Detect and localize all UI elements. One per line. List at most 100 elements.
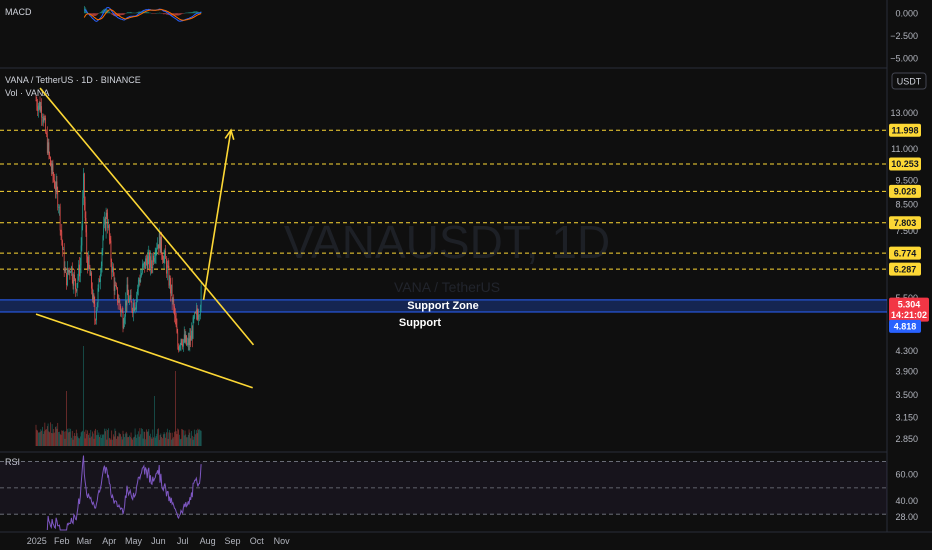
symbol-title[interactable]: VANA / TetherUS · 1D · BINANCE [5,75,141,85]
candle-body [182,343,183,347]
volume-bar [105,428,107,446]
volume-title[interactable]: Vol · VANA [5,88,49,98]
support-zone-label: Support Zone [407,300,479,312]
volume-bar [145,439,146,446]
macd-histogram-bar [90,13,92,15]
macd-histogram-bar [91,13,92,16]
candle-body [190,335,192,341]
volume-bar [39,431,41,446]
candle-body [72,280,74,286]
macd-histogram-bar [92,13,93,16]
candle-body [144,261,146,269]
macd-histogram-bar [122,13,124,15]
volume-bar [74,433,76,446]
macd-histogram-bar [161,13,163,14]
candle-body [79,264,80,277]
candle-body [113,275,115,291]
volume-bar [71,430,73,446]
level-badge [889,123,921,137]
macd-histogram-bar [183,13,185,14]
candle-body [108,225,109,229]
candle-body [100,274,101,282]
volume-bar [125,431,127,446]
volume-bar [184,430,186,446]
candle-body [111,261,113,273]
candle-body [154,257,155,262]
candle-body [141,272,142,276]
volume-bar [57,422,59,446]
volume-bar [51,424,53,446]
candle-body [35,100,37,101]
price-tick-label: 3.150 [895,413,918,423]
price-tick-label: 4.300 [895,346,918,356]
volume-bar [75,429,77,446]
volume-bar [95,428,96,446]
current-price-label: 5.304 [898,300,921,310]
candle-body [54,180,55,188]
support-price-badge [889,319,921,333]
candle-body [129,294,131,299]
volume-bar [144,431,146,446]
volume-bar [114,428,116,446]
volume-bar [177,428,179,446]
macd-histogram-bar [183,13,184,14]
candle-body [171,284,173,302]
volume-bar [83,431,85,446]
candle-body [101,249,103,267]
macd-histogram-bar [144,11,146,14]
candle-body [38,105,39,111]
volume-bar [171,432,173,446]
currency-button[interactable] [891,72,927,90]
volume-bar [182,429,183,446]
candle-body [48,142,50,153]
candle-body [161,236,163,255]
candle-body [138,279,140,281]
time-tick-label: Jul [177,536,189,546]
candle-body [109,238,111,241]
volume-bar [186,437,187,446]
currency-button-label: USDT [897,77,922,87]
candle-body [98,278,100,289]
volume-bar [55,426,57,446]
macd-histogram-bar [127,12,129,14]
macd-histogram-bar [181,13,183,15]
candle-body [146,260,148,269]
volume-bar [125,433,126,446]
volume-bar [85,429,87,446]
macd-histogram-bar [197,11,199,14]
candle-body [64,268,66,271]
macd-histogram-bar [83,5,85,14]
volume-bar [180,438,182,446]
current-price-badge [889,297,929,322]
candle-body [57,189,59,208]
candle-body [151,266,153,268]
candle-body [179,346,180,351]
macd-histogram-bar [111,13,113,15]
support-zone-band [0,299,887,312]
volume-bar [45,429,47,446]
volume-bar [157,429,158,446]
symbol-watermark: VANAUSDT, 1D [284,216,610,268]
macd-histogram-bar [160,12,162,14]
candle-body [136,294,138,305]
candle-body [178,346,179,351]
volume-bar [187,437,188,446]
macd-histogram-bar [185,12,187,14]
volume-bar [112,434,114,446]
volume-bar [63,431,65,446]
volume-bar [75,435,76,446]
candle-body [160,236,162,253]
rsi-title[interactable]: RSI [5,457,20,467]
volume-bar [103,434,105,446]
candle-body [81,225,83,246]
candle-body [82,197,84,226]
volume-bar [143,431,145,446]
macd-title[interactable]: MACD [5,7,32,17]
candle-body [176,326,178,333]
volume-bar [53,428,55,446]
price-tick-label: 8.500 [895,199,918,209]
candle-body [175,317,177,327]
volume-bar [89,437,91,446]
